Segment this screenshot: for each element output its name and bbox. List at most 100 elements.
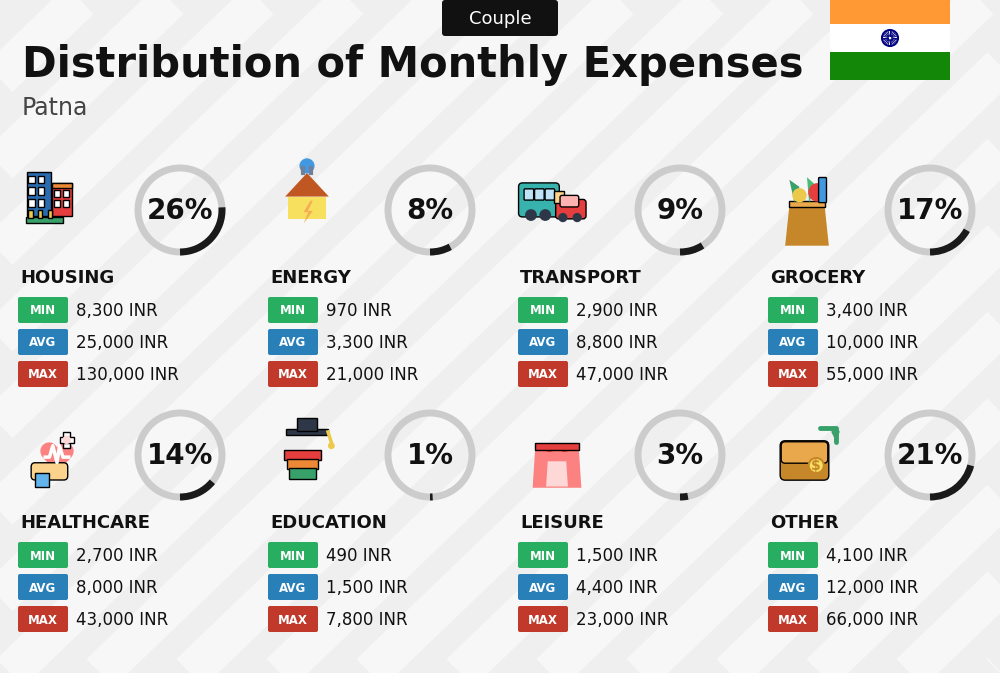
Text: AVG: AVG xyxy=(29,581,57,594)
FancyBboxPatch shape xyxy=(52,182,72,188)
FancyBboxPatch shape xyxy=(18,361,68,387)
FancyBboxPatch shape xyxy=(38,210,42,217)
Text: MAX: MAX xyxy=(528,614,558,627)
Text: AVG: AVG xyxy=(529,336,557,349)
FancyBboxPatch shape xyxy=(768,574,818,600)
FancyBboxPatch shape xyxy=(268,574,318,600)
FancyBboxPatch shape xyxy=(781,441,828,463)
FancyBboxPatch shape xyxy=(63,201,69,207)
FancyBboxPatch shape xyxy=(31,463,68,480)
FancyBboxPatch shape xyxy=(268,361,318,387)
Text: 25,000 INR: 25,000 INR xyxy=(76,334,168,352)
FancyBboxPatch shape xyxy=(830,24,950,52)
Circle shape xyxy=(573,213,582,222)
FancyBboxPatch shape xyxy=(18,542,68,568)
FancyBboxPatch shape xyxy=(18,297,68,323)
Text: 26%: 26% xyxy=(147,197,213,225)
Text: 12,000 INR: 12,000 INR xyxy=(826,579,918,597)
Text: MIN: MIN xyxy=(280,304,306,318)
FancyBboxPatch shape xyxy=(54,201,60,207)
FancyBboxPatch shape xyxy=(518,574,568,600)
FancyBboxPatch shape xyxy=(442,0,558,36)
FancyBboxPatch shape xyxy=(38,199,44,207)
Text: 3,300 INR: 3,300 INR xyxy=(326,334,408,352)
Text: 17%: 17% xyxy=(897,197,963,225)
Text: 490 INR: 490 INR xyxy=(326,547,392,565)
FancyBboxPatch shape xyxy=(35,472,49,487)
FancyBboxPatch shape xyxy=(545,189,555,200)
Text: MAX: MAX xyxy=(278,369,308,382)
FancyBboxPatch shape xyxy=(780,441,829,480)
Text: MIN: MIN xyxy=(30,304,56,318)
Text: MIN: MIN xyxy=(30,549,56,563)
Polygon shape xyxy=(285,173,329,197)
Text: 2,900 INR: 2,900 INR xyxy=(576,302,658,320)
Text: ENERGY: ENERGY xyxy=(270,269,351,287)
Text: AVG: AVG xyxy=(779,581,807,594)
FancyBboxPatch shape xyxy=(28,176,35,183)
FancyBboxPatch shape xyxy=(554,190,564,203)
Text: 23,000 INR: 23,000 INR xyxy=(576,611,668,629)
FancyBboxPatch shape xyxy=(63,190,69,197)
FancyBboxPatch shape xyxy=(28,210,33,217)
Text: MIN: MIN xyxy=(780,304,806,318)
Text: 55,000 INR: 55,000 INR xyxy=(826,366,918,384)
Text: MIN: MIN xyxy=(280,549,306,563)
Text: EDUCATION: EDUCATION xyxy=(270,514,387,532)
FancyBboxPatch shape xyxy=(524,189,534,200)
Polygon shape xyxy=(546,461,568,487)
Text: LEISURE: LEISURE xyxy=(520,514,604,532)
Text: 14%: 14% xyxy=(147,442,213,470)
Text: 3%: 3% xyxy=(656,442,704,470)
Text: MAX: MAX xyxy=(28,369,58,382)
Circle shape xyxy=(62,435,71,444)
Text: AVG: AVG xyxy=(529,581,557,594)
Text: MAX: MAX xyxy=(778,614,808,627)
Text: AVG: AVG xyxy=(279,336,307,349)
FancyBboxPatch shape xyxy=(556,199,586,219)
Circle shape xyxy=(808,183,827,202)
FancyBboxPatch shape xyxy=(518,361,568,387)
Text: 8%: 8% xyxy=(406,197,454,225)
FancyBboxPatch shape xyxy=(297,418,317,431)
Circle shape xyxy=(809,458,824,473)
Text: 1,500 INR: 1,500 INR xyxy=(576,547,658,565)
Polygon shape xyxy=(785,206,829,246)
Text: 4,400 INR: 4,400 INR xyxy=(576,579,658,597)
FancyBboxPatch shape xyxy=(38,187,44,195)
FancyBboxPatch shape xyxy=(28,199,35,207)
FancyBboxPatch shape xyxy=(768,329,818,355)
Text: 66,000 INR: 66,000 INR xyxy=(826,611,918,629)
FancyBboxPatch shape xyxy=(18,606,68,632)
FancyBboxPatch shape xyxy=(518,542,568,568)
FancyBboxPatch shape xyxy=(268,606,318,632)
Text: 21%: 21% xyxy=(897,442,963,470)
Text: OTHER: OTHER xyxy=(770,514,839,532)
Text: 43,000 INR: 43,000 INR xyxy=(76,611,168,629)
FancyBboxPatch shape xyxy=(27,172,51,216)
FancyBboxPatch shape xyxy=(286,429,328,435)
Text: MAX: MAX xyxy=(28,614,58,627)
Text: MAX: MAX xyxy=(778,369,808,382)
FancyBboxPatch shape xyxy=(54,190,60,197)
Text: AVG: AVG xyxy=(29,336,57,349)
Circle shape xyxy=(539,209,551,221)
Text: MAX: MAX xyxy=(278,614,308,627)
FancyBboxPatch shape xyxy=(18,329,68,355)
Text: HOUSING: HOUSING xyxy=(20,269,114,287)
Text: MIN: MIN xyxy=(530,549,556,563)
FancyBboxPatch shape xyxy=(830,52,950,80)
FancyBboxPatch shape xyxy=(768,297,818,323)
Text: 3,400 INR: 3,400 INR xyxy=(826,302,908,320)
FancyBboxPatch shape xyxy=(28,187,35,195)
FancyBboxPatch shape xyxy=(63,432,70,448)
FancyBboxPatch shape xyxy=(268,297,318,323)
Circle shape xyxy=(558,213,568,222)
FancyBboxPatch shape xyxy=(518,297,568,323)
Polygon shape xyxy=(807,177,816,203)
FancyBboxPatch shape xyxy=(52,182,72,216)
Polygon shape xyxy=(789,180,799,203)
FancyBboxPatch shape xyxy=(535,444,579,450)
Text: 970 INR: 970 INR xyxy=(326,302,392,320)
FancyBboxPatch shape xyxy=(768,606,818,632)
